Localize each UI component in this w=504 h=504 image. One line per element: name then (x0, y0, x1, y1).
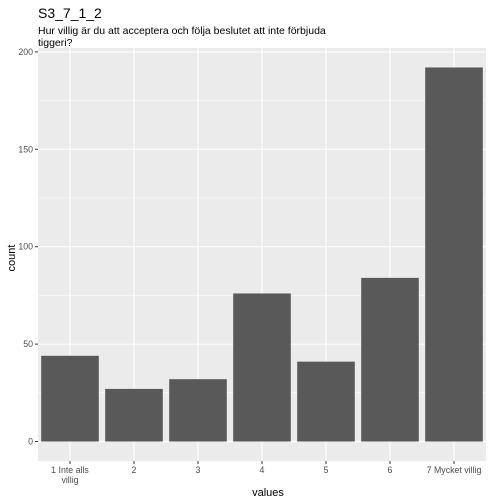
chart-subtitle-line-1: Hur villig är du att acceptera och följa… (38, 25, 326, 37)
chart-title: S3_7_1_2 (38, 5, 102, 21)
bar (425, 67, 483, 441)
x-tick-label: 3 (196, 465, 201, 475)
x-tick-label: 7 Mycket villig (427, 465, 482, 475)
y-axis-title: count (6, 245, 18, 272)
chart-subtitle-line-2: tiggeri? (38, 37, 73, 49)
y-tick-label: 200 (18, 47, 33, 57)
y-tick-label: 0 (28, 437, 33, 447)
x-tick-label: villig (61, 475, 78, 485)
bar (169, 379, 227, 441)
bar (297, 362, 355, 442)
bar (105, 389, 163, 442)
x-tick-label: 6 (388, 465, 393, 475)
x-tick-label: 5 (324, 465, 329, 475)
y-tick-label: 100 (18, 242, 33, 252)
y-tick-label: 50 (23, 339, 33, 349)
x-axis-title: values (252, 487, 284, 499)
x-tick-label: 2 (132, 465, 137, 475)
y-axis: 0 50 100 150 200 (18, 47, 38, 447)
bar (41, 356, 99, 442)
x-tick-label: 1 Inte alls (51, 465, 89, 475)
y-tick-label: 150 (18, 144, 33, 154)
x-tick-label: 4 (260, 465, 265, 475)
bar (361, 278, 419, 442)
bar (233, 293, 291, 441)
